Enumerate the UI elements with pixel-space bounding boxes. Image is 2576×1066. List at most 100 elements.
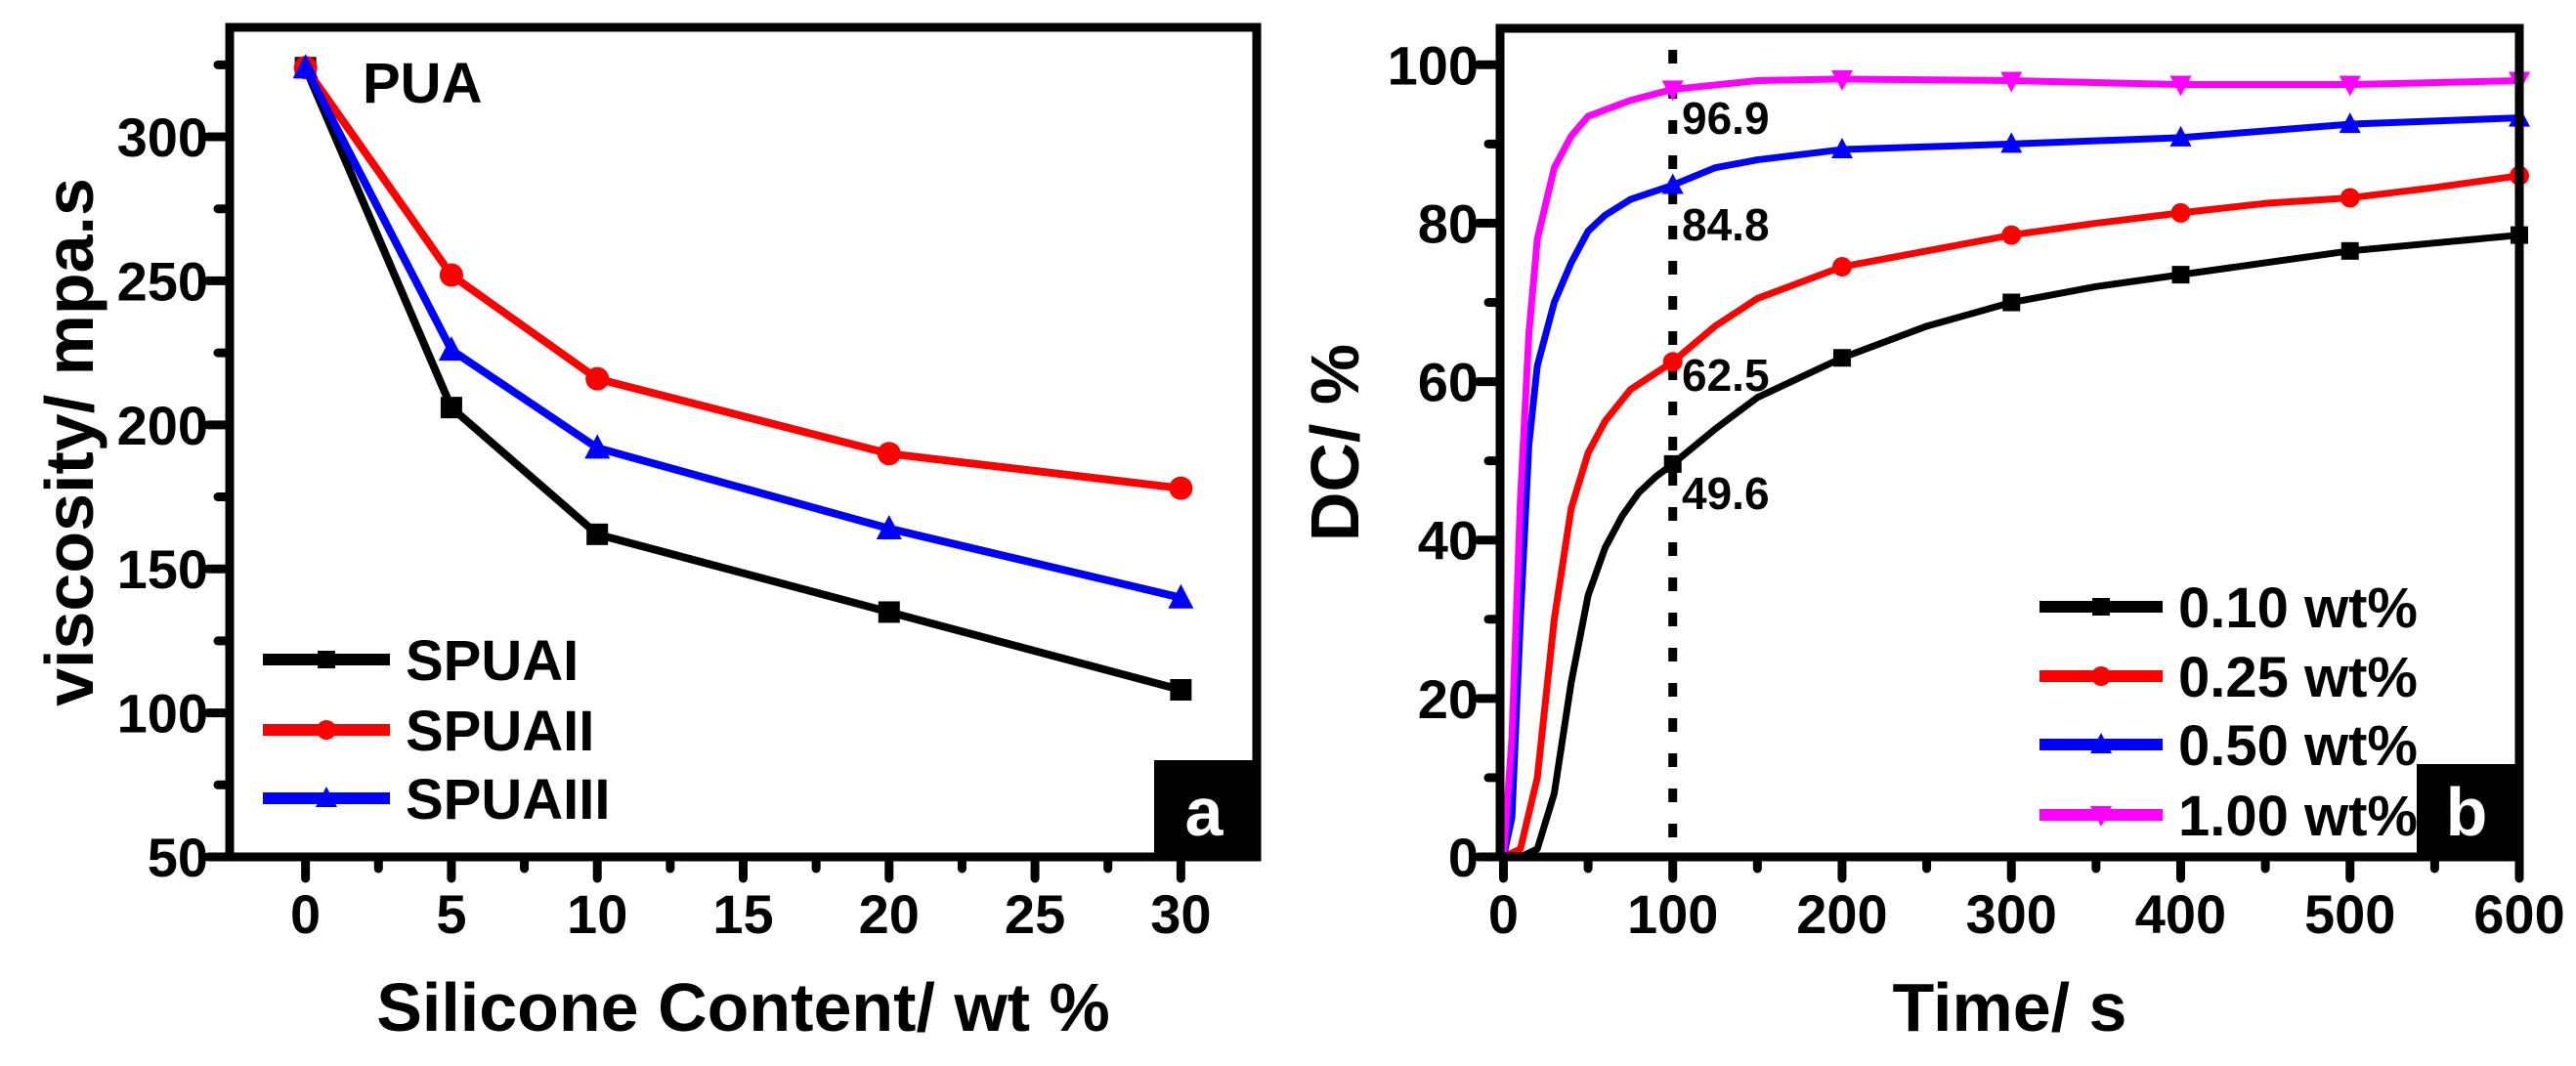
circle-marker <box>2340 188 2360 208</box>
x-tick-label: 200 <box>1796 883 1887 945</box>
square-marker <box>440 397 462 419</box>
triangle-up-marker <box>2000 132 2023 153</box>
y-axis-title: viscosity/ mpa.s <box>31 178 107 706</box>
panel-label: b <box>2446 774 2488 850</box>
y-axis-title: DC/ % <box>1297 344 1373 541</box>
series-line <box>1503 232 2520 861</box>
square-marker <box>878 601 900 623</box>
x-axis-title: Time/ s <box>1893 969 2127 1045</box>
legend: 0.10 wt%0.25 wt%0.50 wt% 1.00 wt% <box>2039 576 2418 848</box>
y-tick-label: 100 <box>117 683 208 745</box>
triangle-down-marker <box>2000 71 2023 93</box>
y-tick-label: 150 <box>117 538 208 600</box>
circle-marker <box>1169 476 1193 500</box>
triangle-up-marker <box>292 54 319 79</box>
circle-marker <box>2001 225 2022 245</box>
legend-label: 0.10 wt% <box>2178 576 2418 640</box>
series-line <box>1499 75 2520 858</box>
triangle-down-marker <box>2339 75 2361 97</box>
square-marker <box>2340 241 2359 260</box>
y-tick-label: 20 <box>1418 668 1479 730</box>
circle-marker <box>585 366 610 391</box>
panel-a-viscosity-chart: 0 5 10 15 20 25 30 50 100 150 200 250 300 SPUAI SPUAII… <box>31 22 1262 1045</box>
x-tick-label: 0 <box>290 883 321 945</box>
circle-marker <box>2170 202 2191 223</box>
square-marker <box>1663 454 1682 473</box>
x-tick-label: 500 <box>2304 883 2395 945</box>
y-tick-label: 250 <box>117 250 208 312</box>
circle-marker <box>317 720 336 740</box>
x-tick-label: 100 <box>1627 883 1718 945</box>
y-tick-label: 40 <box>1418 510 1479 572</box>
triangle-up-marker <box>1830 138 1853 159</box>
square-marker <box>586 523 609 545</box>
legend-label: SPUAI <box>406 629 579 693</box>
pua-annotation: PUA <box>363 52 482 115</box>
circle-marker <box>1831 257 1852 277</box>
triangle-down-marker <box>2090 806 2112 827</box>
y-tick-label: 50 <box>148 827 208 888</box>
square-marker <box>2092 598 2110 616</box>
series-line <box>1501 172 2520 861</box>
triangle-up-marker <box>1168 583 1194 609</box>
triangle-up-marker <box>316 787 337 807</box>
triangle-down-marker <box>2169 75 2192 97</box>
x-tick-label: 20 <box>859 883 920 945</box>
x-tick-label: 15 <box>712 883 773 945</box>
triangle-up-marker <box>438 336 464 362</box>
panel-label-box <box>2417 764 2516 857</box>
series-spuaii <box>293 56 1193 500</box>
series-0-50-wt- <box>1500 106 2530 858</box>
y-tick-label: 80 <box>1418 192 1479 254</box>
series-line <box>1500 114 2520 858</box>
circle-marker <box>877 442 901 466</box>
legend-label: 0.50 wt% <box>2178 714 2418 778</box>
legend-label: SPUAII <box>406 700 594 763</box>
square-marker <box>1832 349 1851 367</box>
panel-label: a <box>1185 774 1224 850</box>
series-spuai <box>294 57 1192 702</box>
y-tick-label: 100 <box>1388 34 1479 96</box>
x-tick-label: 30 <box>1150 883 1211 945</box>
square-marker <box>318 651 335 668</box>
triangle-up-marker <box>584 434 611 459</box>
series-0-25-wt- <box>1501 165 2529 861</box>
x-tick-label: 25 <box>1005 883 1065 945</box>
circle-marker <box>439 263 463 287</box>
series-1-00-wt- <box>1499 69 2530 858</box>
triangle-up-marker <box>1661 173 1684 194</box>
triangle-up-marker <box>876 514 902 539</box>
triangle-up-marker <box>2169 125 2192 147</box>
value-annotation: 84.8 <box>1682 199 1770 250</box>
series-line <box>302 64 1181 492</box>
panel-label-box <box>1154 760 1254 857</box>
series-line <box>301 65 1182 694</box>
x-tick-label: 300 <box>1966 883 2057 945</box>
x-tick-label: 5 <box>436 883 466 945</box>
series-line <box>302 65 1182 602</box>
series-spuaiii <box>292 54 1194 609</box>
x-axis-title: Silicone Content/ wt % <box>376 969 1110 1045</box>
plot-frame <box>225 22 1262 862</box>
x-tick-label: 600 <box>2473 883 2564 945</box>
square-marker <box>1170 679 1192 702</box>
square-marker <box>2171 266 2190 284</box>
x-tick-label: 10 <box>567 883 627 945</box>
triangle-down-marker <box>1830 69 1853 91</box>
y-tick-label: 0 <box>1448 827 1479 888</box>
y-tick-label: 300 <box>117 107 208 168</box>
value-annotation: 49.6 <box>1682 468 1770 519</box>
y-tick-label: 200 <box>117 395 208 456</box>
legend-label: SPUAIII <box>406 768 611 831</box>
triangle-up-marker <box>2339 112 2361 134</box>
x-tick-label: 0 <box>1488 883 1519 945</box>
value-annotation: 62.5 <box>1682 350 1770 401</box>
value-annotation: 96.9 <box>1682 93 1770 144</box>
x-tick-label: 400 <box>2135 883 2226 945</box>
legend-label: 0.25 wt% <box>2178 646 2418 709</box>
plot-frame <box>1495 23 2524 862</box>
